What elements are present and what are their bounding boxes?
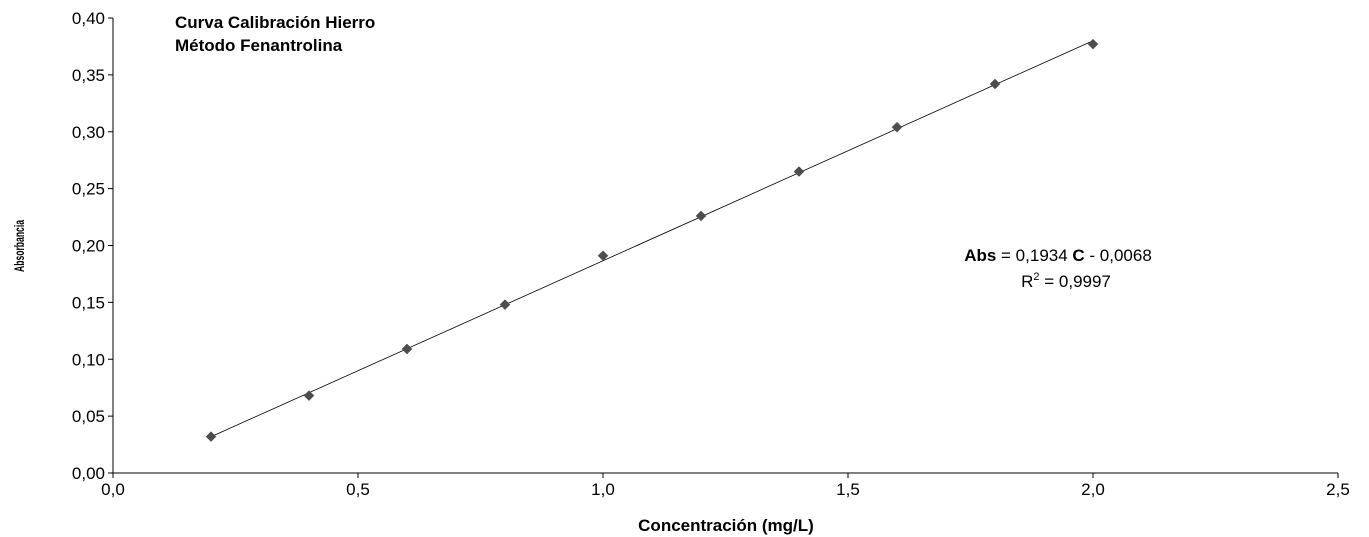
data-point (597, 250, 609, 262)
y-tick-label: 0,10 (72, 350, 105, 369)
x-tick-label: 2,5 (1326, 480, 1350, 499)
y-ticks: 0,00 0,05 0,10 0,15 0,20 0,25 0,30 0,35 0,40 (72, 9, 113, 483)
equation-abs-label: Abs (964, 246, 996, 265)
x-tick-label: 2,0 (1081, 480, 1105, 499)
y-tick-label: 0,05 (72, 407, 105, 426)
data-point (401, 343, 413, 355)
data-point (695, 210, 707, 222)
chart-title-line-2: Método Fenantrolina (175, 36, 343, 55)
data-point (989, 78, 1001, 90)
x-tick-label: 1,5 (836, 480, 860, 499)
data-point (891, 121, 903, 133)
y-tick-label: 0,35 (72, 66, 105, 85)
regression-equation: Abs = 0,1934 C - 0,0068 (964, 246, 1152, 265)
y-tick-label: 0,15 (72, 293, 105, 312)
axes (112, 18, 1338, 474)
x-tick-label: 0,0 (101, 480, 125, 499)
chart-title-line-1: Curva Calibración Hierro (175, 13, 375, 32)
x-ticks: 0,0 0,5 1,0 1,5 2,0 2,5 (101, 473, 1350, 499)
y-tick-label: 0,00 (72, 464, 105, 483)
trendline (210, 40, 1094, 438)
data-points (205, 38, 1099, 442)
data-point (793, 166, 805, 177)
y-tick-label: 0,30 (72, 123, 105, 142)
x-tick-label: 0,5 (346, 480, 370, 499)
data-point (499, 299, 511, 311)
data-point (205, 431, 217, 442)
y-tick-label: 0,40 (72, 9, 105, 28)
data-point (303, 390, 315, 402)
equation-c-label: C (1072, 246, 1084, 265)
r2-prefix: R (1021, 272, 1033, 291)
y-tick-label: 0,20 (72, 237, 105, 256)
equation-intercept: - 0,0068 (1085, 246, 1152, 265)
data-point (1087, 38, 1099, 50)
r2-superscript: 2 (1033, 271, 1039, 283)
equation-slope: = 0,1934 (996, 246, 1072, 265)
x-axis-title: Concentración (mg/L) (638, 516, 814, 535)
y-tick-label: 0,25 (72, 180, 105, 199)
r-squared: R2 = 0,9997 (1021, 271, 1111, 291)
x-tick-label: 1,0 (591, 480, 615, 499)
r2-value: = 0,9997 (1040, 272, 1111, 291)
y-axis-title: Absorbancia (11, 220, 27, 272)
